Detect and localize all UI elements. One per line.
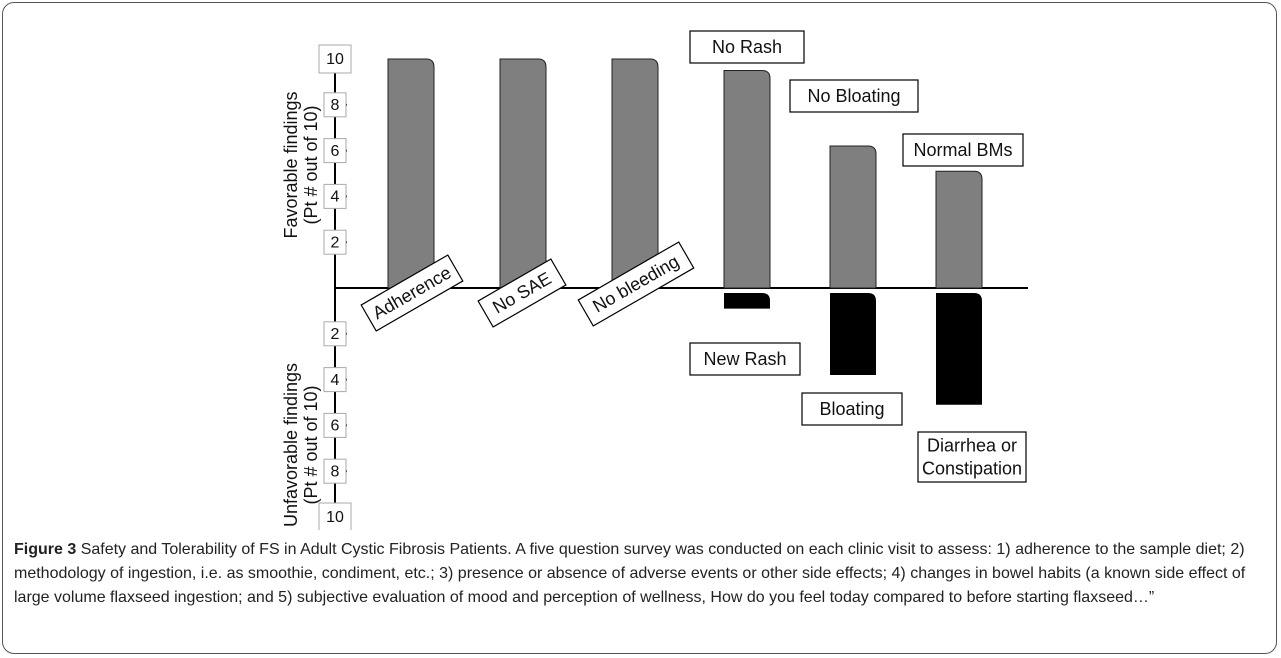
unfavorable-label: New Rash — [689, 342, 801, 376]
y-tick-label: 8 — [331, 97, 340, 114]
unfavorable-bar — [830, 293, 876, 376]
axis-title: Favorable findings (Pt # out of 10) — [281, 91, 321, 238]
caption-label: Figure 3 — [14, 541, 77, 558]
label-box — [689, 30, 805, 64]
unfavorable-label-text: Bloating — [819, 399, 884, 419]
favorable-bar — [935, 170, 983, 289]
caption: Figure 3 Safety and Tolerability of FS i… — [14, 538, 1269, 610]
unfavorable-label-text: Constipation — [922, 458, 1022, 478]
tick-box — [323, 458, 347, 484]
y-tick-label: 2 — [331, 234, 340, 251]
favorable-bar — [611, 58, 659, 289]
label-box — [577, 241, 695, 327]
y-tick-label: 10 — [326, 51, 344, 68]
label-box — [789, 79, 919, 113]
axis-title-line: (Pt # out of 10) — [301, 105, 321, 224]
favorable-label: No Rash — [689, 30, 805, 64]
tick-box — [323, 92, 347, 118]
caption-text: Safety and Tolerability of FS in Adult C… — [14, 541, 1246, 606]
axis-title-line: Favorable findings — [281, 91, 301, 238]
label-box — [360, 254, 464, 332]
tick-box — [323, 183, 347, 209]
unfavorable-bar — [724, 293, 770, 309]
unfavorable-label: Diarrhea or Constipation — [917, 431, 1027, 483]
label-box — [902, 133, 1024, 167]
favorable-label: Normal BMs — [902, 133, 1024, 167]
tick-box — [318, 502, 352, 530]
favorable-label-text: No Bloating — [807, 86, 900, 106]
favorable-label-text: No Rash — [712, 37, 782, 57]
tick-box — [323, 229, 347, 255]
unfavorable-label-text: New Rash — [703, 349, 786, 369]
axis-title-line: (Pt # out of 10) — [301, 385, 321, 504]
y-tick-label: 10 — [326, 509, 344, 526]
favorable-bar — [829, 145, 877, 289]
y-tick-label: 6 — [331, 143, 340, 160]
label-box — [917, 431, 1027, 483]
favorable-label: No Bloating — [789, 79, 919, 113]
axis-title: Unfavorable findings (Pt # out of 10) — [281, 363, 321, 527]
tick-box — [323, 138, 347, 164]
unfavorable-label-text: Diarrhea or — [927, 435, 1017, 455]
axis-title-line: Unfavorable findings — [281, 363, 301, 527]
tick-box — [323, 321, 347, 347]
label-box — [801, 392, 903, 426]
y-tick-label: 6 — [331, 418, 340, 435]
favorable-label-text: Normal BMs — [913, 140, 1012, 160]
unfavorable-label: Bloating — [801, 392, 903, 426]
label-box — [689, 342, 801, 376]
y-tick-label: 4 — [331, 189, 340, 206]
y-tick-label: 2 — [331, 326, 340, 343]
favorable-bar — [499, 58, 547, 289]
y-tick-label: 4 — [331, 372, 340, 389]
tick-box — [323, 367, 347, 393]
unfavorable-bar — [936, 293, 982, 405]
tick-box — [318, 44, 352, 74]
label-box — [477, 258, 567, 328]
y-tick-label: 8 — [331, 463, 340, 480]
favorable-bar — [387, 58, 435, 289]
favorable-bar — [723, 69, 771, 289]
tick-box — [323, 412, 347, 438]
